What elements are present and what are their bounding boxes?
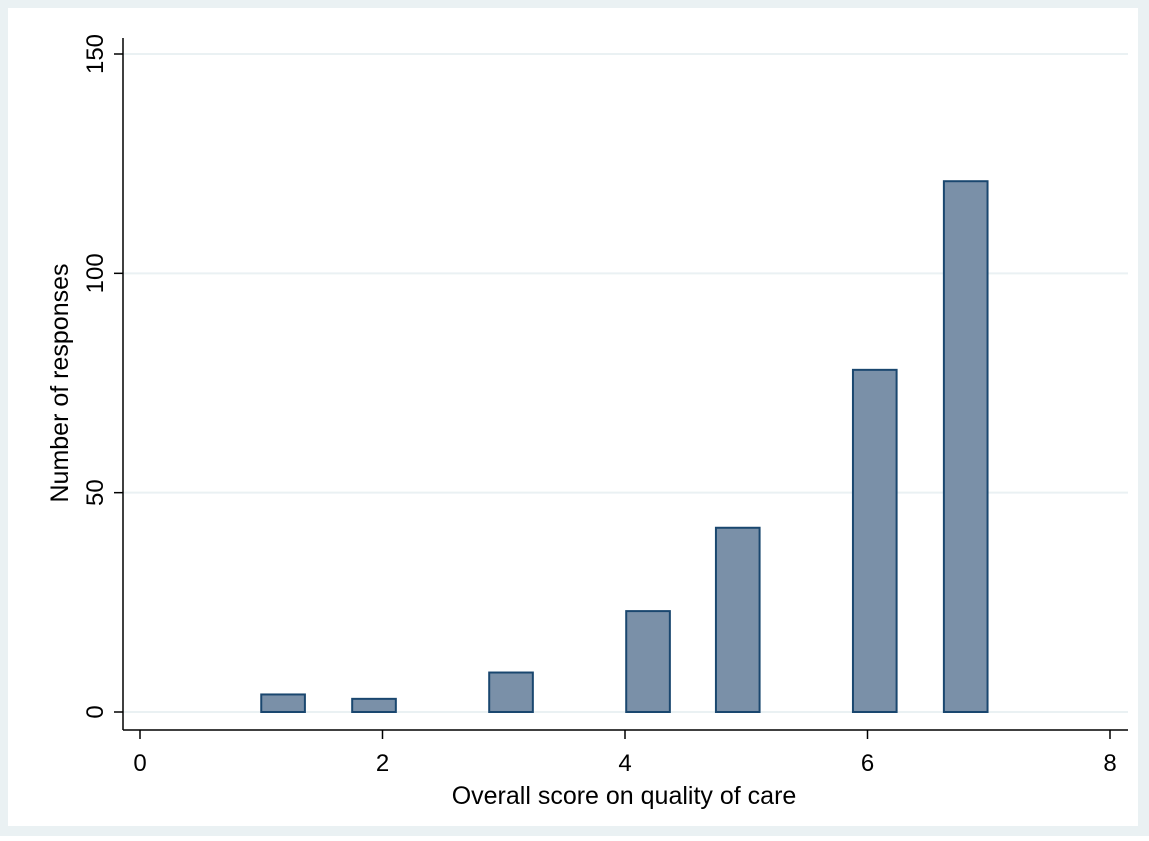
y-tick-label-0: 0 <box>82 705 109 718</box>
bar-5 <box>714 526 761 714</box>
bar-3 <box>488 671 534 714</box>
x-tick-label-8: 8 <box>1103 750 1116 777</box>
x-axis-label: Overall score on quality of care <box>452 782 797 810</box>
bar-4 <box>625 610 671 714</box>
y-tick-label-100: 100 <box>82 253 109 293</box>
ticks: 0 2 4 6 8 0 50 100 150 <box>82 34 1117 777</box>
bar-6 <box>851 368 898 713</box>
y-tick-label-50: 50 <box>82 479 109 506</box>
x-tick-label-0: 0 <box>133 750 146 777</box>
y-tick-label-150: 150 <box>82 34 109 74</box>
y-axis-label: Number of responses <box>46 263 74 502</box>
bar-1 <box>260 693 306 713</box>
bar-7 <box>942 180 989 714</box>
bar-2 <box>351 697 397 714</box>
x-tick-label-4: 4 <box>618 750 631 777</box>
bars <box>260 180 989 714</box>
x-tick-label-6: 6 <box>861 750 874 777</box>
x-tick-label-2: 2 <box>376 750 389 777</box>
